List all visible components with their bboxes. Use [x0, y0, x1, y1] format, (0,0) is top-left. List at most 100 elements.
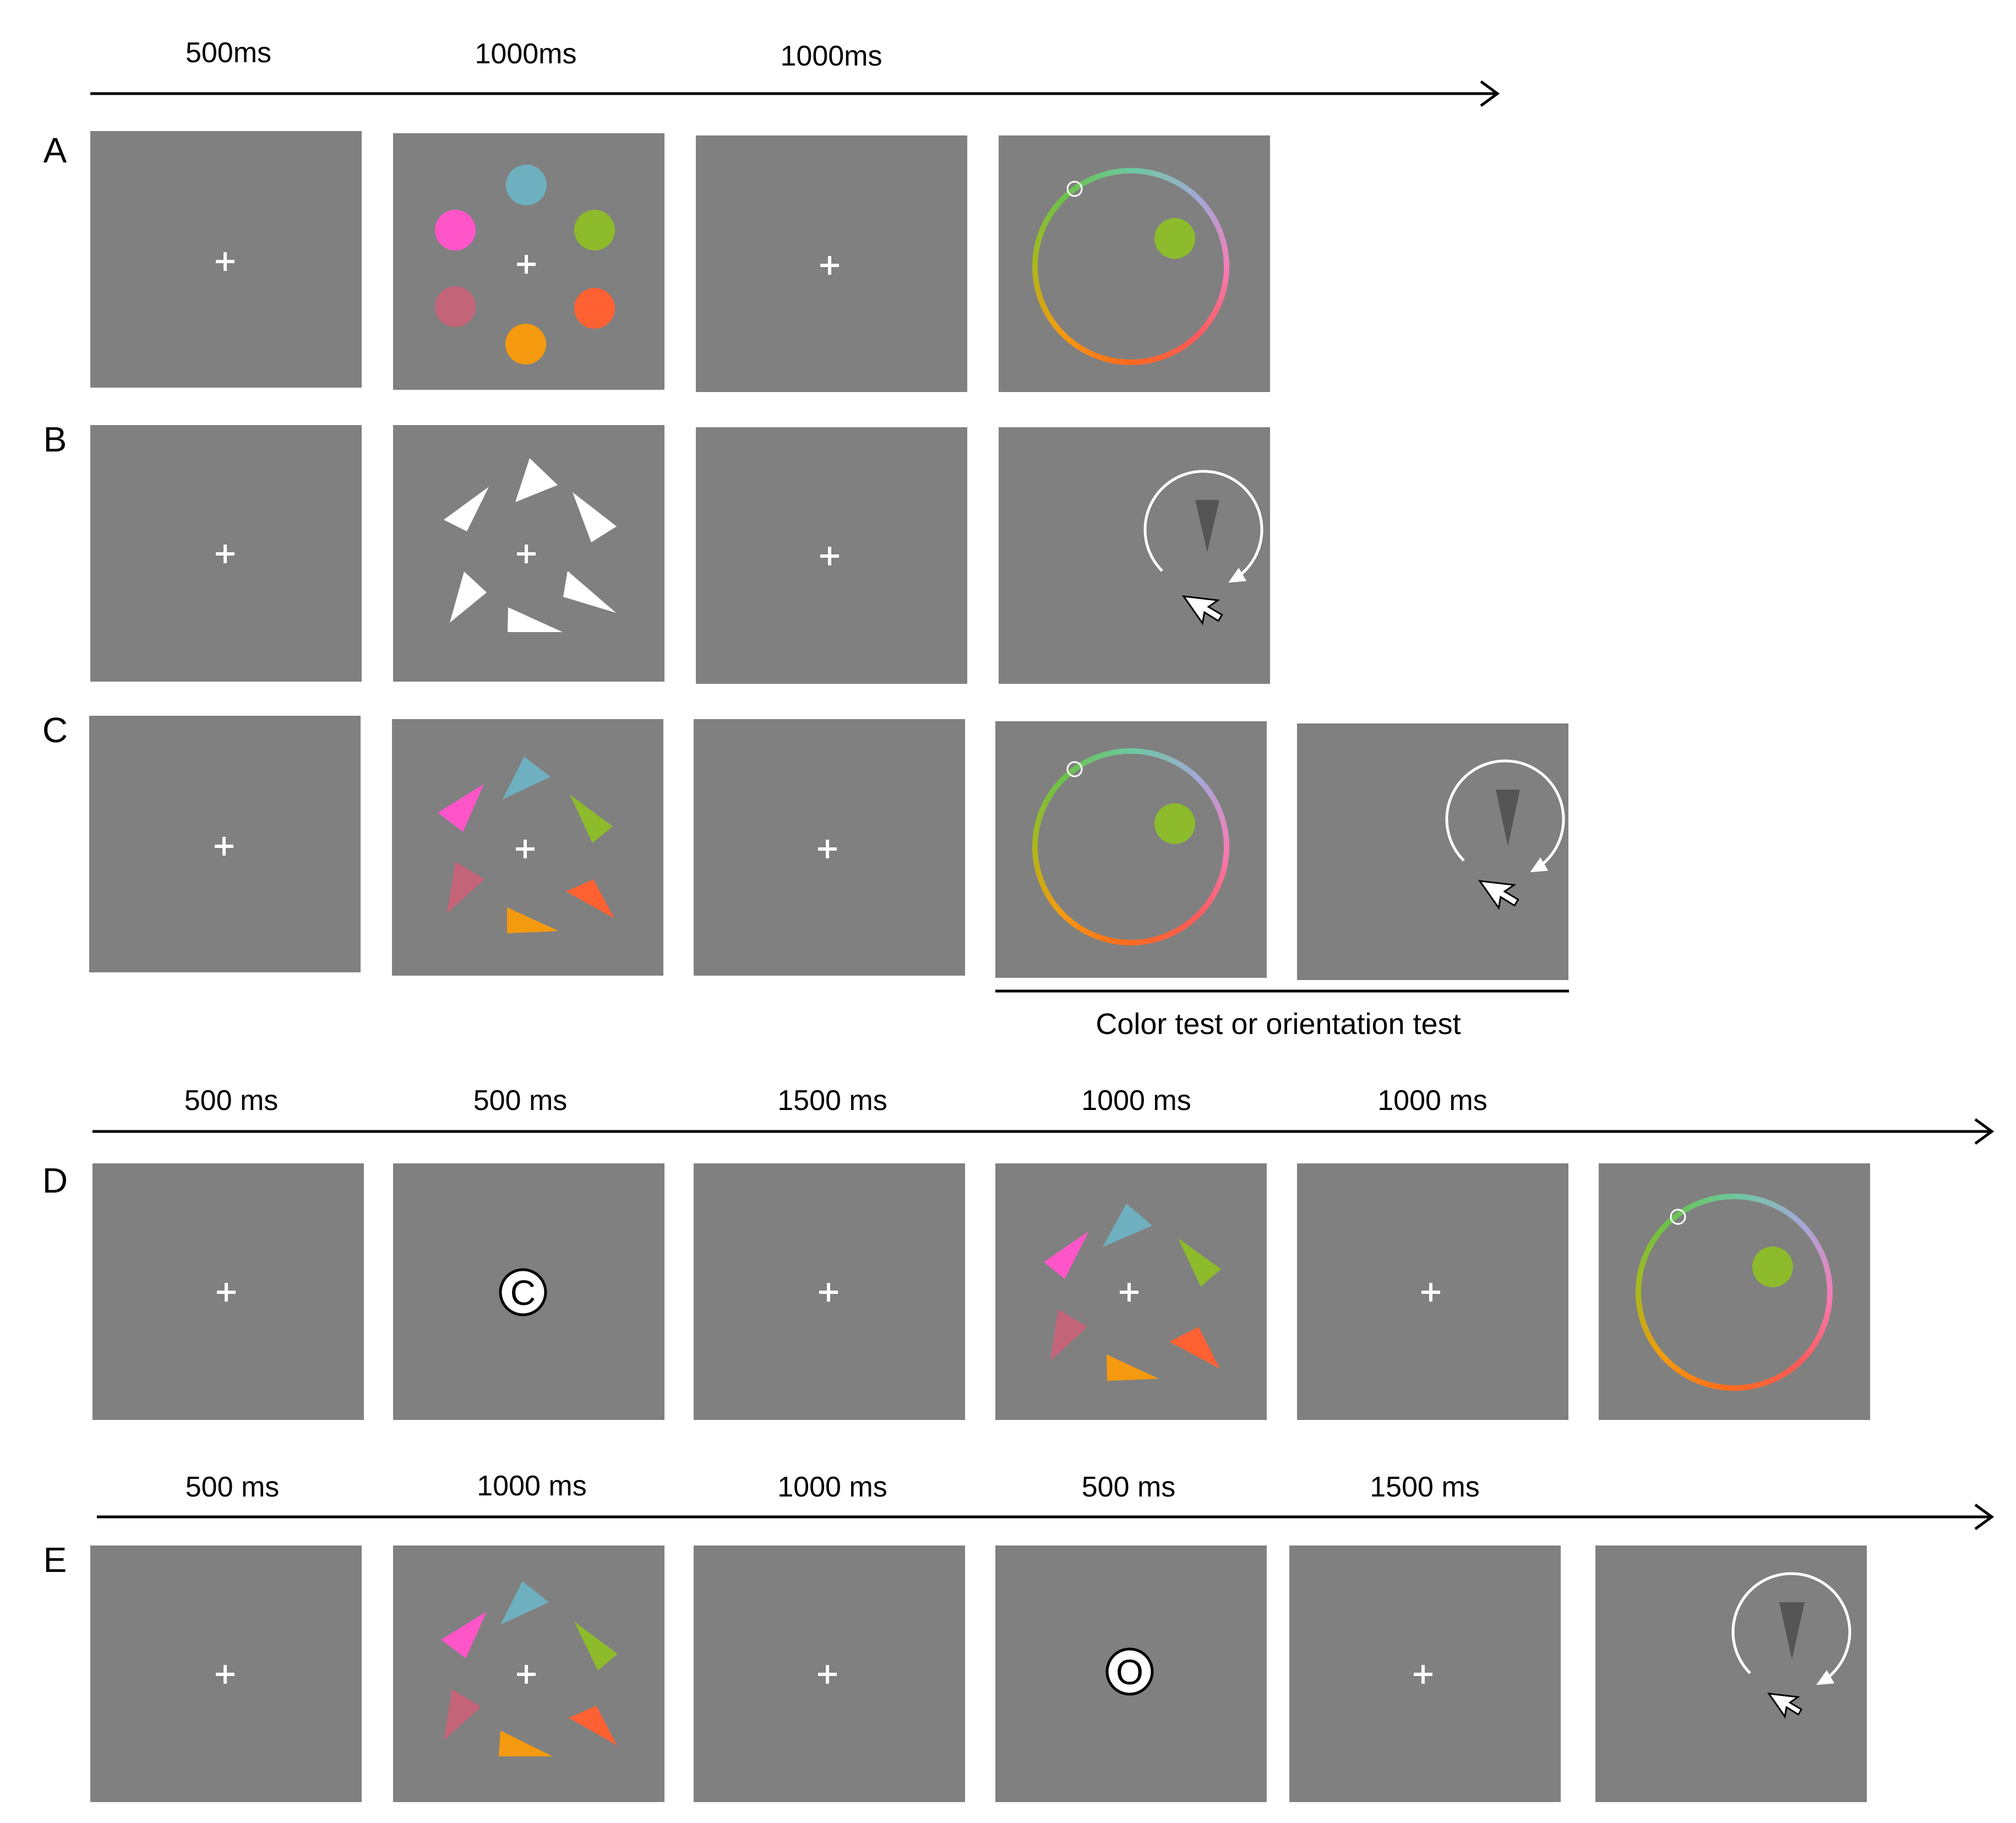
- fixation-cross-icon: [517, 255, 536, 274]
- stimulus-triangle-white-1: [444, 487, 489, 531]
- wheel-selector: [1670, 1209, 1686, 1225]
- row-d: C: [92, 1163, 1870, 1420]
- row-label-a: A: [43, 130, 67, 170]
- duration-label-e3: 1000 ms: [777, 1471, 887, 1503]
- rotation-arc: [1143, 470, 1263, 581]
- timeline-d: 500 ms 500 ms 1500 ms 1000 ms 1000 ms: [92, 1085, 1995, 1145]
- screen-e4: O: [995, 1546, 1267, 1802]
- row-a: [90, 131, 1270, 392]
- stimulus-triangle-white-4: [450, 572, 487, 623]
- rotation-arc: [1445, 759, 1565, 871]
- duration-label-e2: 1000 ms: [477, 1470, 586, 1502]
- wheel-selector: [1066, 181, 1083, 197]
- screen-c5-orientation-test: [1297, 723, 1568, 980]
- fixation-cross-icon: [517, 545, 536, 563]
- screen-a3: [696, 135, 967, 392]
- probe-disk: [1752, 1247, 1793, 1287]
- fixation-cross-icon: [216, 252, 235, 271]
- mouse-cursor-shape: [1478, 880, 1519, 910]
- probe-disk: [1154, 218, 1195, 259]
- stimulus-triangle-orange: [507, 907, 559, 933]
- test-triangle: [1195, 500, 1219, 552]
- stimulus-triangle-orange-red: [1169, 1327, 1220, 1369]
- stimulus-triangle-blue: [503, 757, 551, 799]
- screen-d1: [92, 1163, 364, 1420]
- mouse-cursor-icon: [1478, 880, 1519, 910]
- mouse-cursor-icon: [1767, 1693, 1803, 1719]
- stimulus-triangle-rose: [1050, 1309, 1087, 1361]
- screen-e3: [694, 1546, 965, 1802]
- screen-b1: [90, 425, 362, 682]
- screen-e1: [90, 1546, 362, 1802]
- screen-a2: [393, 133, 664, 390]
- stimulus-triangle-white-6: [508, 607, 563, 632]
- stimulus-triangle-orange: [1107, 1354, 1159, 1381]
- duration-label-2: 1000ms: [475, 38, 577, 70]
- stimulus-triangle-pink: [438, 784, 484, 832]
- duration-label-3: 1000ms: [781, 40, 882, 72]
- rotation-arrowhead: [1228, 568, 1247, 583]
- stimulus-disk-orange: [505, 324, 546, 364]
- stimulus-triangle-pink: [1044, 1231, 1089, 1279]
- stimulus-disk-orange-red: [574, 288, 615, 329]
- screen-b3: [696, 427, 967, 684]
- screen-c2: [392, 719, 663, 976]
- screen-d5: [1297, 1163, 1568, 1420]
- duration-label-d1: 500 ms: [184, 1085, 279, 1117]
- cue-letter: C: [510, 1273, 536, 1313]
- timeline-top: 500ms 1000ms 1000ms: [90, 37, 1500, 107]
- rotation-arrow-icon: [1445, 759, 1565, 873]
- row-e: O: [90, 1546, 1867, 1802]
- stimulus-triangle-rose: [444, 1689, 481, 1740]
- stimulus-triangle-blue: [500, 1581, 549, 1625]
- stimulus-triangle-white-3: [573, 492, 617, 542]
- stimulus-disk-pink: [435, 210, 476, 251]
- circle-cue-icon: [1105, 1647, 1154, 1696]
- stimulus-triangle-blue: [1103, 1204, 1152, 1247]
- circle-cue-icon: [499, 1268, 547, 1316]
- probe-disk: [1154, 803, 1195, 844]
- rotation-arrowhead: [1530, 857, 1549, 873]
- duration-label-d3: 1500 ms: [777, 1085, 887, 1117]
- screen-b4-orientation-test: [999, 427, 1270, 684]
- fixation-cross-icon: [216, 1665, 235, 1684]
- screen-d2: C: [393, 1163, 664, 1420]
- row-label-e: E: [43, 1540, 67, 1580]
- test-triangle: [1496, 790, 1520, 846]
- stimulus-triangle-white-5: [563, 571, 616, 613]
- fixation-cross-icon: [217, 1283, 236, 1302]
- fixation-cross-icon: [215, 837, 233, 856]
- color-wheel-icon: [1635, 1193, 1833, 1391]
- mouse-cursor-shape: [1181, 595, 1223, 625]
- timeline-e: 500 ms 1000 ms 1000 ms 500 ms 1500 ms: [97, 1470, 1995, 1531]
- rotation-arrow-icon: [1143, 470, 1263, 583]
- fixation-cross-icon: [1120, 1283, 1138, 1302]
- screen-b2: [393, 425, 664, 682]
- screen-d6-color-test: [1599, 1163, 1870, 1420]
- fixation-cross-icon: [1421, 1283, 1440, 1302]
- duration-label-d5: 1000 ms: [1377, 1085, 1487, 1117]
- rotation-arrow-icon: [1731, 1572, 1851, 1685]
- screen-e6-orientation-test: [1595, 1546, 1867, 1802]
- mouse-cursor-shape: [1767, 1693, 1803, 1719]
- fixation-cross-icon: [820, 547, 839, 565]
- rotation-arc: [1731, 1572, 1851, 1684]
- stimulus-triangle-orange: [499, 1731, 553, 1756]
- fixation-cross-icon: [818, 1665, 837, 1684]
- row-label-b: B: [43, 420, 67, 459]
- screen-c1: [89, 716, 361, 972]
- timeline-d-arrowhead: [1974, 1118, 1995, 1145]
- screen-d3: [694, 1163, 965, 1420]
- stimulus-disk-green: [574, 210, 615, 251]
- screen-a4-color-test: [999, 135, 1270, 392]
- stimulus-triangle-rose: [447, 862, 484, 913]
- stimulus-triangle-green: [1178, 1238, 1221, 1287]
- duration-label-d2: 500 ms: [473, 1085, 568, 1117]
- stimulus-disk-blue: [506, 165, 547, 205]
- stimulus-triangle-pink: [441, 1612, 487, 1658]
- screen-c4-color-test: [995, 721, 1267, 978]
- mouse-cursor-icon: [1181, 595, 1223, 625]
- row-label-d: D: [42, 1161, 68, 1200]
- stimulus-triangle-white-2: [515, 458, 558, 502]
